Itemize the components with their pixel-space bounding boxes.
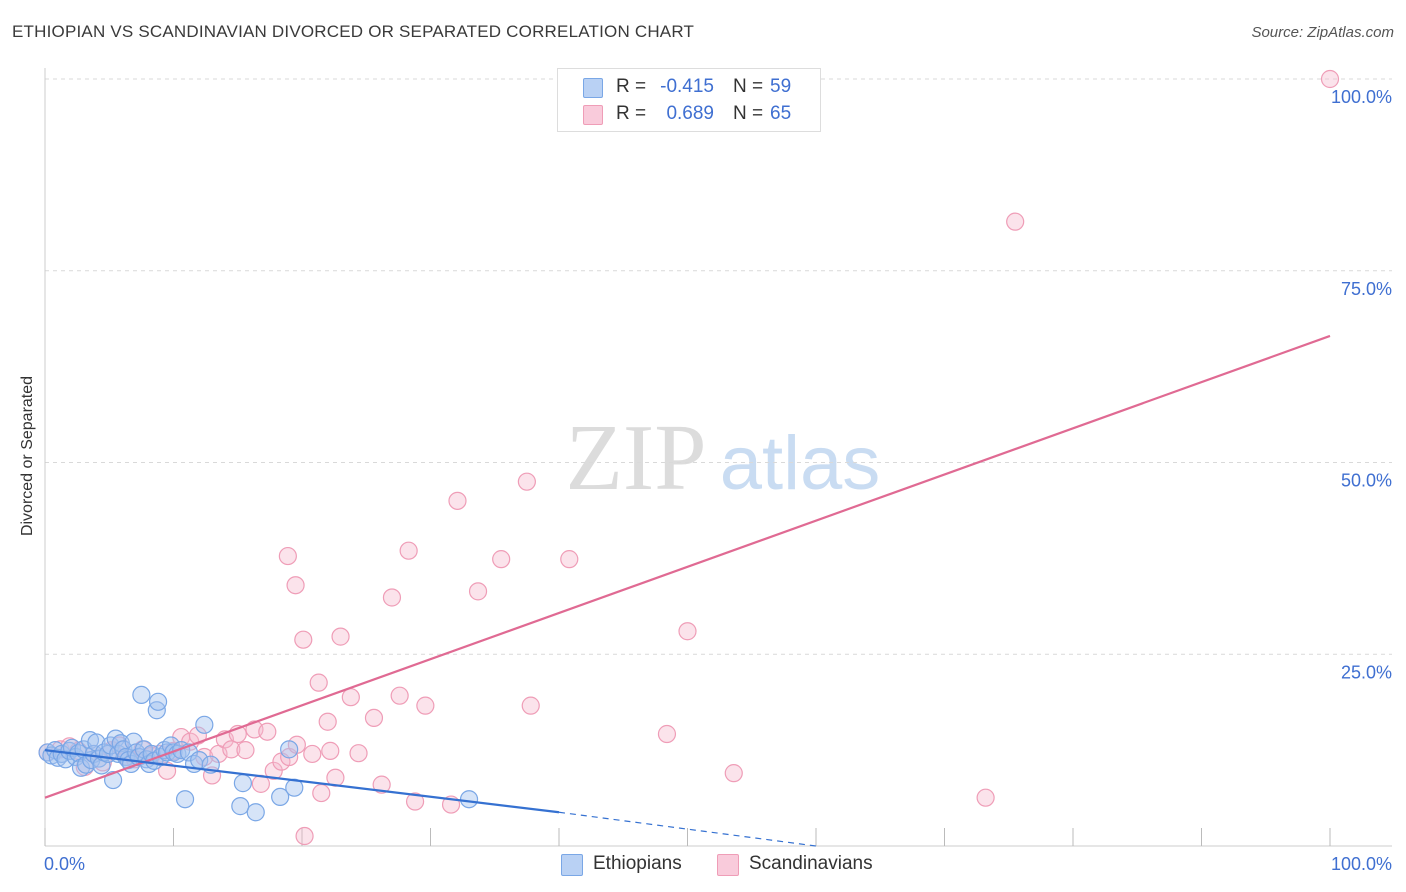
scandinavians-point (399, 541, 418, 560)
scandinavians-point (258, 722, 277, 741)
scandinavians-point (294, 630, 313, 649)
ethiopians-point (71, 758, 91, 777)
ethiopians-point (246, 803, 265, 822)
axes (44, 68, 1392, 847)
scandinavians-point (312, 783, 331, 803)
x-tick-labels: 0.0% 100.0% (44, 854, 1392, 874)
r-value: 0.689 (666, 103, 714, 124)
y-tick-label: 75.0% (1341, 279, 1392, 299)
scandinavians-point (286, 576, 305, 595)
scandinavians-point (976, 788, 995, 807)
legend-label: Scandinavians (749, 853, 873, 874)
scandinavians-point (349, 744, 368, 763)
scandinavians-point (236, 741, 255, 760)
ethiopians-point (175, 790, 195, 809)
ethiopians-swatch (583, 78, 603, 98)
scandinavians-point (678, 622, 697, 641)
scandinavians-point (657, 724, 677, 744)
scandinavians-point (303, 744, 322, 764)
scandinavians-point (405, 792, 425, 811)
legend-label: Ethiopians (593, 853, 682, 874)
scandinavians-point (188, 726, 208, 745)
scandinavians-point (341, 688, 360, 707)
scandinavians-point (724, 764, 743, 783)
y-tick-labels: 25.0% 50.0% 75.0% 100.0% (1331, 87, 1392, 682)
scandinavians-point (448, 491, 467, 510)
chart-title: ETHIOPIAN VS SCANDINAVIAN DIVORCED OR SE… (12, 22, 695, 41)
watermark-atlas: atlas (720, 421, 881, 506)
n-label: N = (733, 103, 764, 124)
x-tick-label: 0.0% (44, 854, 85, 874)
scandinavians-point (372, 775, 391, 794)
ethiopians-point (231, 797, 250, 816)
watermark: ZIP atlas (566, 406, 881, 510)
scandinavians-point (295, 826, 314, 846)
scandinavians-point (468, 582, 488, 601)
stats-box: R = -0.415 N = 59 R = 0.689 N = 65 (557, 68, 821, 132)
scandinavians-point (1006, 212, 1025, 231)
scandinavians-legend-swatch (717, 854, 739, 876)
scandinavians-point (1320, 69, 1340, 89)
ethiopians-point (195, 715, 214, 734)
watermark-zip: ZIP (566, 406, 707, 510)
scandinavians-point (278, 546, 297, 566)
scandinavians-point (222, 740, 241, 759)
ethiopians-point (280, 740, 299, 759)
scandinavians-point (364, 708, 384, 728)
ethiopians-point (132, 685, 151, 705)
scandinavians-point (309, 673, 328, 692)
trend-lines (44, 334, 1331, 847)
ethiopians-point (148, 692, 168, 711)
scandinavians-point (321, 741, 340, 760)
scandinavians-swatch (583, 105, 603, 125)
r-label: R = (616, 76, 647, 97)
grid (45, 78, 1392, 655)
ethiopians-point (233, 774, 252, 793)
scandinavians-point (382, 588, 402, 607)
ethiopians-point (271, 787, 290, 807)
scandinavians-trend-line (44, 334, 1331, 799)
ethiopians-trend-line (44, 749, 560, 814)
scandinavians-point (416, 696, 435, 715)
ethiopians-point (459, 790, 479, 809)
scandinavians-point (517, 472, 536, 491)
y-tick-label: 100.0% (1331, 87, 1392, 107)
ethiopians-legend-swatch (561, 854, 583, 876)
r-value: -0.415 (660, 76, 714, 97)
scandinavians-point (318, 712, 337, 731)
y-tick-label: 50.0% (1341, 471, 1392, 491)
source-label: Source: ZipAtlas.com (1251, 24, 1394, 41)
scandinavians-point (560, 550, 579, 569)
scandinavians-point (492, 550, 511, 569)
scandinavians-point (521, 696, 540, 715)
r-label: R = (616, 103, 647, 124)
scandinavians-point (331, 627, 350, 646)
x-tick-label: 100.0% (1331, 854, 1392, 874)
y-tick-label: 25.0% (1341, 662, 1392, 682)
n-label: N = (733, 76, 764, 97)
scandinavians-point (264, 761, 283, 780)
scandinavians-point (390, 686, 409, 705)
n-value: 59 (770, 76, 792, 97)
n-value: 65 (770, 103, 792, 124)
